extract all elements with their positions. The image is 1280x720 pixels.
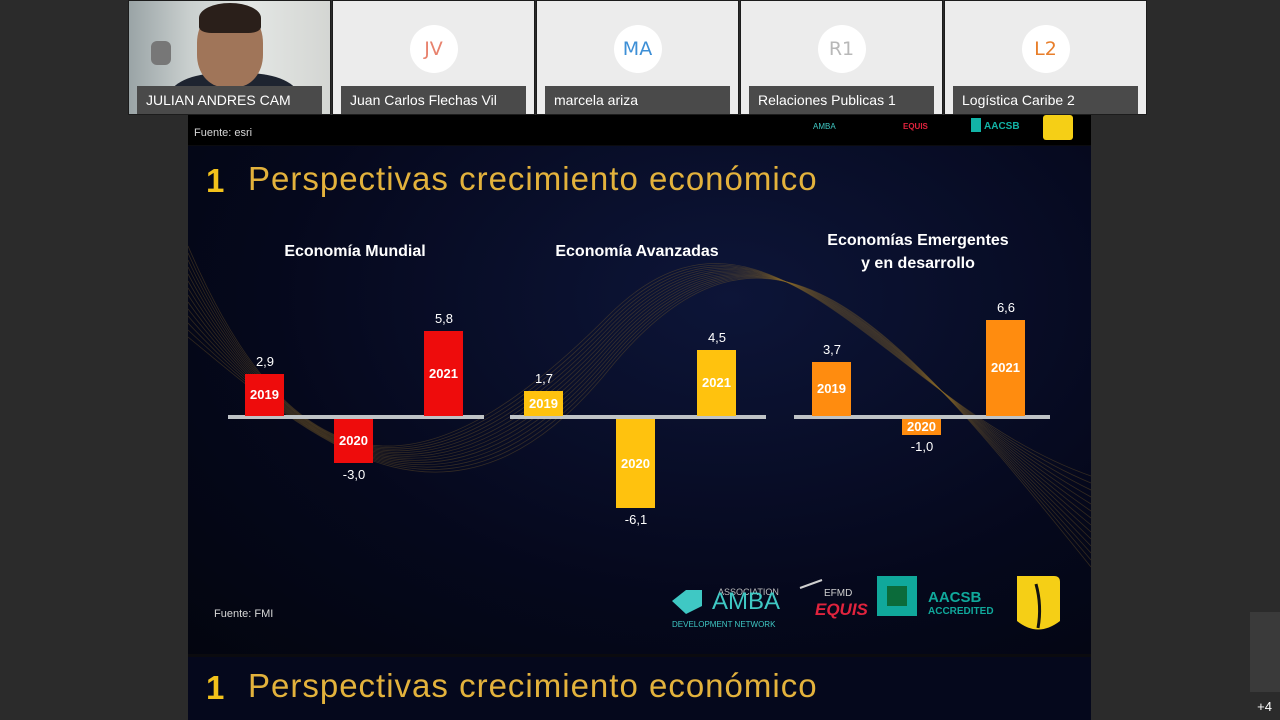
university-logo-small	[1043, 115, 1073, 140]
chart-bar: 2021	[697, 350, 736, 416]
slide-source: Fuente: esri	[194, 127, 253, 139]
slide-title: Perspectivas crecimiento económico	[248, 160, 818, 197]
slide-source: Fuente: FMI	[214, 608, 274, 620]
wave-line	[188, 274, 1091, 540]
video-background-object	[151, 41, 171, 65]
efmd-label: EFMD	[824, 588, 853, 599]
aacsb-accredited-label: ACCREDITED	[928, 606, 994, 617]
wave-line	[188, 266, 1091, 498]
wave-line	[188, 276, 1091, 554]
chart-title-mundial: Economía Mundial	[284, 243, 426, 260]
wave-line	[188, 245, 1091, 477]
amba-logo-text: AMBA	[712, 588, 781, 615]
bar-category-label: 2021	[702, 375, 731, 391]
bar-category-label: 2020	[907, 419, 936, 434]
bar-value-label: -1,0	[910, 439, 934, 454]
chart-bar: 2020	[616, 419, 655, 509]
amba-subtitle: DEVELOPMENT NETWORK	[672, 620, 776, 629]
svg-text:AMBA: AMBA	[813, 122, 836, 131]
chart-bar: 2019	[524, 391, 563, 416]
side-panel-edge	[1250, 612, 1280, 692]
previous-slide-fragment: Fuente: esri AACSB AMBA EQUIS	[188, 115, 1091, 145]
participant-avatar: JV	[409, 25, 458, 73]
participant-avatar: MA	[613, 25, 662, 73]
chart-bar: 2020	[902, 419, 941, 435]
wave-line	[188, 259, 1091, 491]
svg-text:EQUIS: EQUIS	[903, 122, 929, 131]
bar-category-label: 2019	[529, 395, 558, 411]
slide-number: 1	[206, 162, 225, 199]
bar-value-label: -3,0	[342, 466, 366, 482]
slide: 1 Perspectivas crecimiento económico Eco…	[188, 146, 1091, 654]
chart-bar: 2021	[986, 319, 1025, 416]
bar-value-label: 6,6	[996, 299, 1016, 315]
aacsb-logo-text: AACSB	[928, 589, 982, 606]
university-shield-feather-icon	[1034, 583, 1042, 629]
next-slide-fragment: 1 Perspectivas crecimiento económico	[188, 657, 1091, 720]
participant-name: Logística Caribe 2	[953, 86, 1138, 114]
chart-title-line: y en desarrollo	[861, 255, 975, 272]
amba-association-label: ASSOCIATION	[718, 587, 779, 597]
chart-title-line: Economías Emergentes	[827, 232, 1009, 249]
participant-tile[interactable]: MA marcela ariza	[536, 0, 739, 115]
wave-line	[188, 271, 1091, 519]
wave-line	[188, 272, 1091, 526]
wave-line	[188, 275, 1091, 547]
participant-tile[interactable]: R1 Relaciones Publicas 1	[740, 0, 943, 115]
participant-name: JULIAN ANDRES CAM	[137, 86, 322, 114]
wave-line	[188, 273, 1091, 533]
bar-value-label: 3,7	[822, 341, 842, 357]
participant-name: Juan Carlos Flechas Vil	[341, 86, 526, 114]
participant-name: Relaciones Publicas 1	[749, 86, 934, 114]
participant-name: marcela ariza	[545, 86, 730, 114]
decorative-waves	[188, 245, 1091, 568]
bar-category-label: 2019	[250, 386, 279, 402]
bar-value-label: -6,1	[624, 512, 648, 528]
slide-title: Perspectivas crecimiento económico	[248, 667, 818, 704]
aacsb-inner-icon	[887, 586, 907, 606]
chart-title-avanzadas: Economía Avanzadas	[555, 243, 719, 260]
chart-bar: 2019	[245, 373, 284, 416]
aacsb-logo-mark-small	[971, 118, 981, 132]
chart-title-emergentes: Economías Emergentes y en desarrollo	[788, 229, 1048, 275]
bar-category-label: 2020	[339, 432, 368, 448]
bar-value-label: 2,9	[255, 353, 275, 369]
wave-line	[188, 277, 1091, 568]
amba-diamond-icon	[672, 590, 702, 614]
chart-bar: 2020	[334, 419, 373, 463]
participant-avatar: R1	[817, 25, 866, 73]
more-participants-count[interactable]: +4	[1257, 699, 1272, 714]
video-person-hair	[199, 3, 261, 33]
wave-line	[188, 252, 1091, 484]
svg-text:AACSB: AACSB	[984, 121, 1020, 132]
chart-bar: 2021	[424, 331, 463, 416]
participant-tile[interactable]: L2 Logística Caribe 2	[944, 0, 1147, 115]
participant-avatar: L2	[1021, 25, 1070, 73]
bar-category-label: 2021	[991, 359, 1020, 375]
wave-line	[188, 270, 1091, 512]
wave-line	[188, 277, 1091, 561]
participant-tile-video[interactable]: JULIAN ANDRES CAM	[128, 0, 331, 115]
chart-baseline	[510, 415, 766, 419]
chart-bar: 2019	[812, 361, 851, 416]
accreditation-logos: ASSOCIATION AMBA DEVELOPMENT NETWORK EFM…	[672, 576, 1072, 646]
slide-number: 1	[206, 669, 225, 706]
bar-value-label: 4,5	[707, 330, 727, 346]
chart-baseline	[228, 415, 484, 419]
shared-screen: Fuente: esri AACSB AMBA EQUIS 1 Perspect…	[188, 115, 1091, 720]
wave-line	[188, 269, 1091, 505]
bar-category-label: 2020	[621, 455, 650, 471]
participant-tile[interactable]: JV Juan Carlos Flechas Vil	[332, 0, 535, 115]
equis-logo-text: EQUIS	[815, 600, 868, 619]
bar-category-label: 2021	[429, 365, 458, 381]
bar-value-label: 1,7	[534, 371, 554, 387]
bar-value-label: 5,8	[434, 311, 454, 327]
logo-shapes	[672, 576, 1060, 630]
chart-baseline	[794, 415, 1050, 419]
bar-category-label: 2019	[817, 380, 846, 396]
previous-slide-logos: AACSB AMBA EQUIS	[813, 115, 1073, 140]
efmd-swoosh-icon	[799, 579, 823, 589]
